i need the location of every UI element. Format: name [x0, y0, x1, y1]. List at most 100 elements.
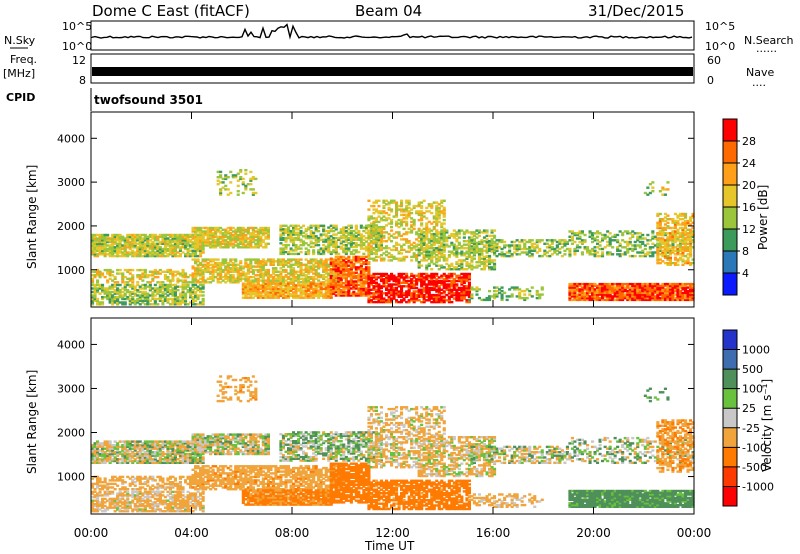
echo-cell — [191, 233, 195, 237]
echo-cell — [199, 261, 203, 265]
echo-cell — [334, 228, 338, 231]
echo-cell — [493, 240, 497, 244]
echo-cell — [349, 233, 353, 236]
echo-cell — [261, 268, 265, 272]
echo-cell — [462, 279, 466, 283]
echo-cell — [246, 258, 250, 261]
echo-cell — [477, 231, 481, 234]
echo-cell — [420, 276, 424, 279]
echo-cell — [234, 228, 238, 231]
echo-cell — [641, 282, 645, 286]
echo-cell — [322, 282, 326, 285]
echo-cell — [339, 261, 343, 264]
echo-cell — [528, 254, 532, 258]
echo-cell — [440, 234, 444, 238]
echo-cell — [322, 275, 326, 279]
echo-cell — [302, 263, 306, 266]
echo-cell — [168, 281, 172, 284]
echo-cell — [402, 297, 406, 300]
echo-cell — [440, 243, 444, 246]
echo-cell — [163, 299, 167, 302]
echo-cell — [656, 282, 660, 286]
echo-cell — [168, 251, 172, 254]
echo-cell — [141, 254, 145, 258]
echo-cell — [653, 295, 657, 298]
echo-cell — [390, 274, 394, 277]
echo-cell — [136, 294, 140, 297]
echo-cell — [432, 236, 436, 239]
echo-cell — [601, 298, 605, 302]
echo-cell — [427, 293, 431, 297]
echo-cell — [324, 258, 328, 261]
echo-cell — [550, 247, 554, 251]
echo-cell — [261, 267, 265, 270]
echo-cell — [457, 292, 461, 295]
echo-cell — [460, 250, 464, 253]
echo-cell — [143, 247, 147, 251]
echo-cell — [261, 233, 265, 237]
echo-cell — [194, 247, 198, 251]
echo-cell — [510, 286, 514, 289]
echo-cell — [234, 270, 238, 273]
echo-cell — [628, 296, 632, 300]
echo-cell — [405, 206, 409, 210]
echo-cell — [357, 257, 361, 260]
echo-cell — [550, 253, 554, 256]
echo-cell — [199, 230, 203, 233]
echo-cell — [586, 288, 590, 291]
echo-cell — [452, 243, 456, 246]
echo-cell — [241, 293, 245, 296]
echo-cell — [410, 297, 414, 300]
echo-cell — [123, 240, 127, 244]
echo-cell — [430, 297, 434, 300]
echo-cell — [437, 231, 441, 234]
echo-cell — [440, 295, 444, 298]
echo-cell — [211, 258, 215, 261]
echo-cell — [327, 268, 331, 272]
echo-cell — [643, 288, 647, 291]
echo-cell — [475, 266, 479, 269]
echo-cell — [472, 232, 476, 236]
echo-cell — [271, 281, 275, 284]
echo-cell — [611, 288, 615, 291]
echo-cell — [151, 297, 155, 301]
echo-cell — [199, 290, 203, 294]
echo-cell — [425, 276, 429, 279]
echo-cell — [148, 294, 152, 297]
echo-cell — [631, 286, 635, 289]
echo-cell — [342, 259, 346, 262]
echo-cell — [457, 262, 461, 266]
echo-cell — [224, 233, 228, 237]
echo-cell — [281, 289, 285, 292]
echo-cell — [493, 234, 497, 238]
echo-cell — [327, 272, 331, 275]
echo-cell — [309, 291, 313, 294]
echo-cell — [229, 244, 233, 247]
echo-cell — [146, 281, 150, 284]
echo-cell — [196, 296, 200, 299]
echo-cell — [163, 283, 167, 287]
echo-cell — [106, 249, 110, 252]
echo-cell — [136, 281, 140, 284]
echo-cell — [613, 295, 617, 298]
echo-cell — [279, 277, 283, 280]
echo-cell — [337, 280, 341, 283]
echo-cell — [573, 289, 577, 293]
echo-cell — [113, 296, 117, 299]
echo-cell — [226, 237, 230, 240]
echo-cell — [390, 234, 394, 238]
echo-cell — [201, 287, 205, 290]
echo-cell — [302, 279, 306, 282]
echo-cell — [488, 259, 492, 262]
echo-cell — [133, 299, 137, 302]
echo-cell — [317, 267, 321, 270]
echo-cell — [211, 246, 215, 249]
echo-cell — [281, 279, 285, 282]
echo-cell — [168, 239, 172, 242]
echo-cell — [194, 253, 198, 256]
echo-cell — [317, 294, 321, 298]
echo-cell — [171, 299, 175, 302]
echo-cell — [390, 299, 394, 302]
echo-cell — [91, 249, 95, 252]
echo-cell — [359, 238, 363, 241]
